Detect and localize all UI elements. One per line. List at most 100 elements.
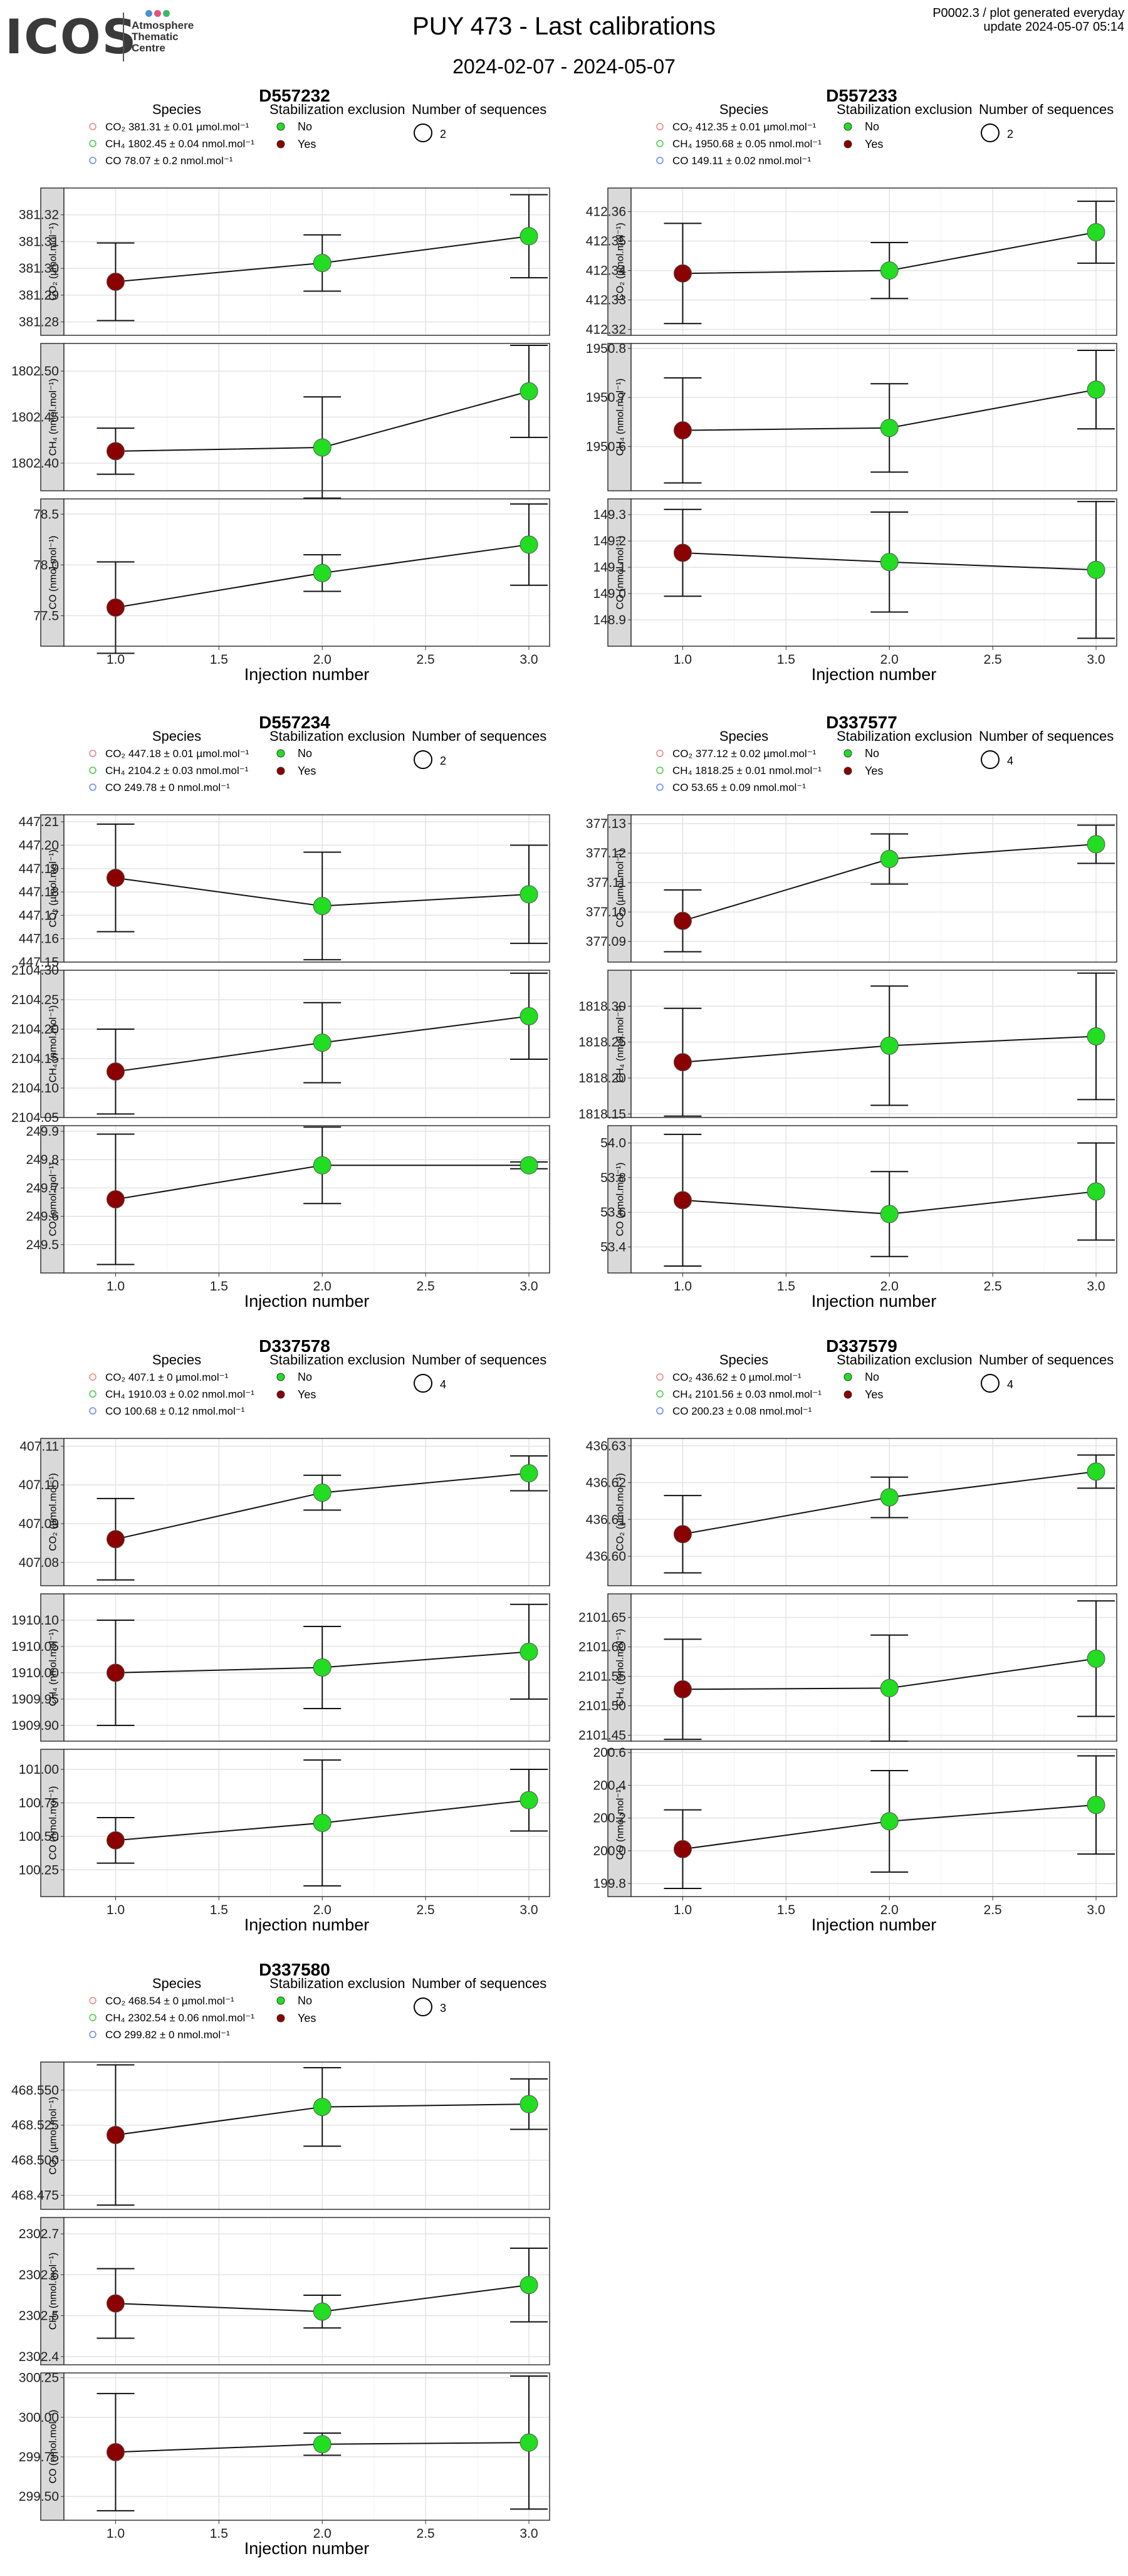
panel-border — [63, 2061, 550, 2210]
y-axis-title: CO (nmol.mol⁻¹) — [615, 1786, 626, 1860]
plot-background — [64, 1126, 550, 1273]
plot-background — [631, 1126, 1117, 1273]
y-axis-title: CH₄ (nmol.mol⁻¹) — [48, 1005, 59, 1082]
x-axis-title: Injection number — [812, 1292, 937, 1311]
y-tick-label: 447.20 — [19, 838, 59, 852]
data-point — [1087, 835, 1105, 854]
y-axis-title: CO₂ (µmol.mol⁻¹) — [615, 849, 626, 927]
x-tick-label: 1.5 — [210, 1279, 228, 1294]
panel-ch4: CH₄ (nmol.mol⁻¹) 2104.05 2104.10 2104.15 210… — [11, 963, 550, 1125]
data-point — [106, 2125, 125, 2144]
legend-stabilization-title: Stabilization exclusion — [837, 1352, 972, 1368]
legend-sequences-marker — [981, 123, 1000, 142]
legend-co-marker — [89, 1407, 97, 1415]
panel-border — [63, 343, 550, 491]
panel-strip — [40, 2061, 65, 2210]
y-tick-label: 2104.15 — [11, 1052, 59, 1066]
panel-strip — [607, 187, 632, 336]
plot-background — [64, 815, 550, 962]
legend-co-marker — [656, 783, 664, 791]
y-tick-label: 2104.05 — [11, 1111, 59, 1125]
y-tick-label: 2302.7 — [19, 2227, 59, 2241]
legend-sequences-value: 2 — [440, 755, 446, 767]
y-tick-label: 1909.95 — [11, 1692, 59, 1707]
legend-co2-label: CO₂ 381.31 ± 0.01 µmol.mol⁻¹ — [105, 121, 249, 133]
legend-sequences-marker — [981, 1374, 1000, 1393]
data-point — [106, 1062, 125, 1081]
data-point — [1087, 1182, 1105, 1201]
panel-co2: CO₂ (µmol.mol⁻¹) 412.32 412.33 412.34 412.35… — [586, 187, 1117, 337]
data-point — [880, 1678, 899, 1697]
y-tick-label: 412.32 — [586, 323, 626, 337]
panel-ch4: CH₄ (nmol.mol⁻¹)1950.6 1950.7 1950.8 — [586, 342, 1117, 491]
y-tick-label: 200.4 — [593, 1778, 626, 1793]
legend-co-marker — [89, 157, 97, 164]
plot-background — [631, 188, 1117, 335]
y-tick-label: 381.30 — [19, 261, 59, 276]
x-tick-label: 1.0 — [674, 1279, 692, 1294]
panel-border — [63, 814, 550, 963]
panel-co2: CO₂ (µmol.mol⁻¹) 447.15 447.16 447.17 447.18… — [19, 814, 550, 970]
panel-strip — [40, 970, 65, 1118]
y-tick-label: 149.2 — [593, 534, 626, 548]
date-range: 2024-02-07 - 2024-05-07 — [452, 55, 676, 78]
data-point — [673, 1191, 692, 1210]
panel-ch4: CH₄ (nmol.mol⁻¹) 2302.4 2302.5 2302.6 2302.7 — [19, 2217, 550, 2365]
legend-no-label: No — [298, 747, 312, 760]
legend-ch4-label: CH₄ 1910.03 ± 0.02 nmol.mol⁻¹ — [105, 1388, 254, 1400]
legend-no-marker — [276, 122, 285, 131]
panel-co: CO (nmol.mol⁻¹) 199.8 200.0 200.2 200.4 200.6… — [593, 1746, 1117, 1934]
panel-strip — [40, 187, 65, 336]
logo-divider — [123, 13, 124, 61]
y-tick-label: 78.5 — [33, 507, 59, 521]
legend-co2-label: CO₂ 377.12 ± 0.02 µmol.mol⁻¹ — [672, 748, 817, 760]
data-point — [106, 1530, 125, 1549]
panel-border — [63, 970, 550, 1118]
legend-stabilization-title: Stabilization exclusion — [269, 1352, 405, 1368]
y-tick-label: 447.16 — [19, 932, 59, 946]
y-tick-label: 1818.20 — [578, 1071, 626, 1086]
y-tick-label: 1910.00 — [11, 1666, 59, 1680]
y-tick-label: 200.6 — [593, 1746, 626, 1760]
legend-sequences-value: 4 — [440, 1378, 446, 1391]
y-tick-label: 78.0 — [33, 558, 59, 572]
update-timestamp: update 2024-05-07 05:14 — [983, 20, 1124, 34]
panel-border — [630, 1125, 1117, 1274]
panel-strip — [607, 814, 632, 963]
y-tick-label: 100.25 — [19, 1863, 59, 1877]
cylinder-title: D557232 — [259, 86, 330, 105]
data-point — [106, 598, 125, 617]
x-tick-label: 3.0 — [520, 652, 538, 667]
data-point — [520, 2095, 538, 2113]
panel-strip — [607, 498, 632, 647]
y-tick-label: 407.09 — [19, 1517, 59, 1531]
data-point — [1087, 560, 1105, 579]
y-tick-label: 436.63 — [586, 1439, 626, 1453]
y-tick-label: 249.8 — [26, 1153, 59, 1167]
x-tick-label: 3.0 — [1087, 652, 1105, 667]
y-tick-label: 300.00 — [19, 2411, 59, 2425]
y-axis-title: CO (nmol.mol⁻¹) — [48, 2410, 59, 2484]
legend-co-label: CO 249.78 ± 0 nmol.mol⁻¹ — [105, 782, 230, 793]
x-tick-label: 3.0 — [1087, 1903, 1105, 1917]
y-tick-label: 249.7 — [26, 1181, 59, 1195]
cylinder-chart-d337580: D337580 Species Stabilization exclusion Num… — [11, 1960, 550, 2558]
y-tick-label: 149.0 — [593, 587, 626, 601]
x-tick-label: 2.0 — [313, 1279, 332, 1294]
y-tick-label: 249.9 — [26, 1124, 59, 1139]
panel-border — [630, 814, 1117, 963]
y-tick-label: 381.31 — [19, 234, 59, 249]
panel-co2: CO₂ (µmol.mol⁻¹)436.60 436.61 436.62 436.63 — [586, 1438, 1117, 1586]
y-tick-label: 249.5 — [26, 1238, 59, 1252]
legend-ch4-label: CH₄ 1818.25 ± 0.01 nmol.mol⁻¹ — [672, 765, 822, 777]
y-tick-label: 412.34 — [586, 264, 627, 278]
legend-co-label: CO 149.11 ± 0.02 nmol.mol⁻¹ — [672, 155, 811, 167]
y-tick-label: 447.15 — [19, 955, 59, 970]
legend-ch4-marker — [656, 1390, 664, 1398]
cylinder-title: D557233 — [826, 86, 897, 105]
x-tick-label: 2.0 — [880, 1903, 899, 1917]
cylinder-title: D337580 — [259, 1960, 330, 1979]
data-point — [673, 1840, 692, 1858]
plot-background — [64, 1438, 550, 1586]
panel-co2: CO₂ (µmol.mol⁻¹) 377.09 377.10 377.11 377.12… — [586, 814, 1117, 963]
